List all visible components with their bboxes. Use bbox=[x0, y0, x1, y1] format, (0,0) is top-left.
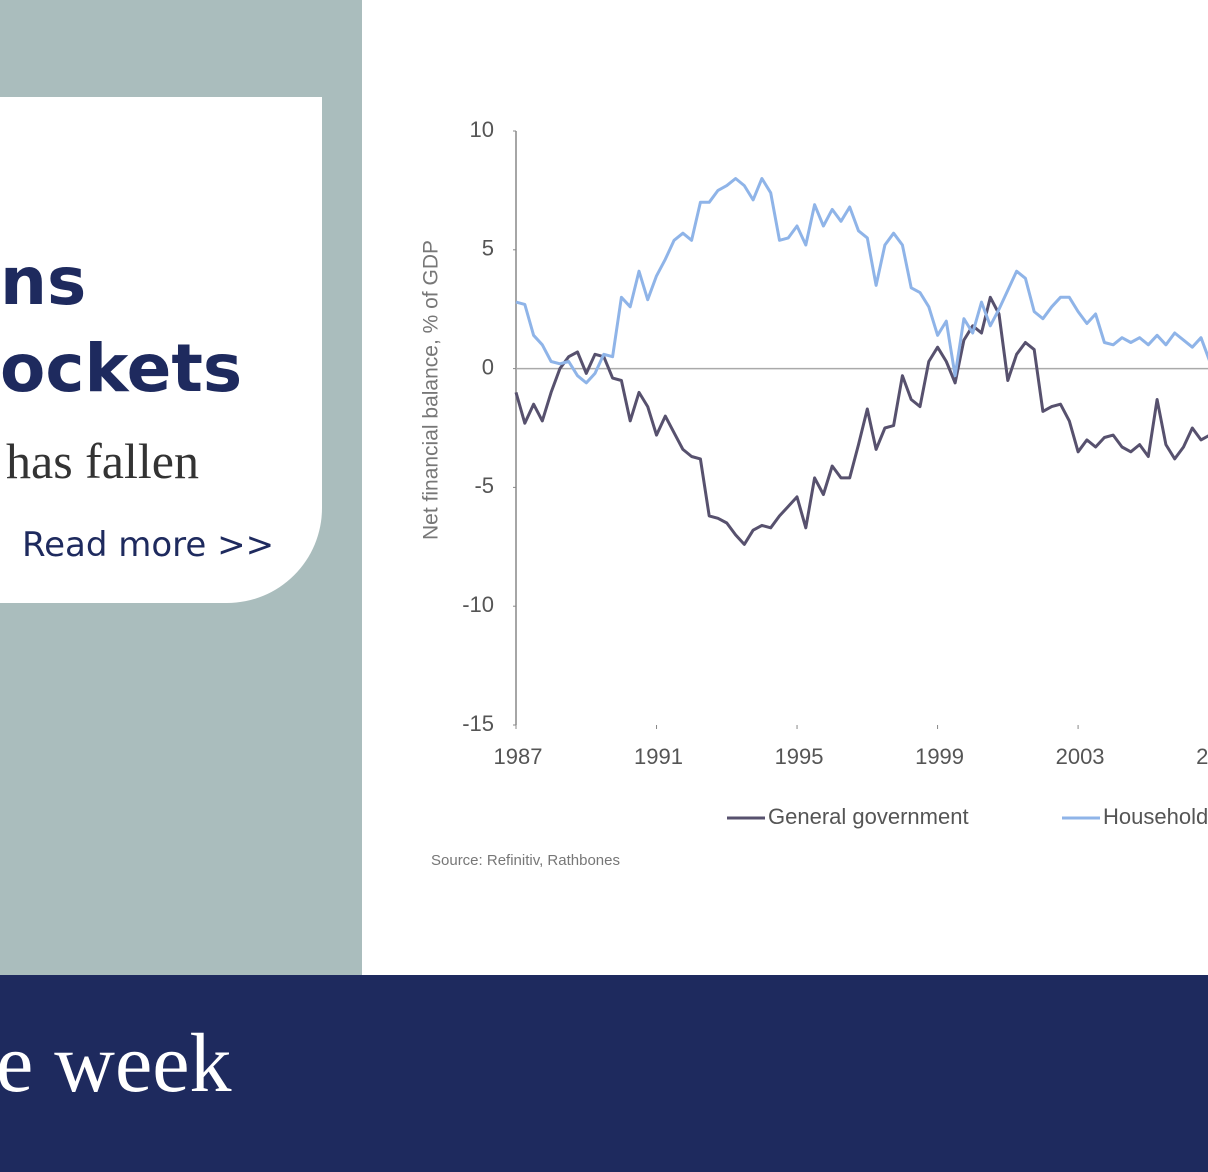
x-tick-label: 2003 bbox=[1056, 744, 1105, 769]
x-tick-label: 1999 bbox=[915, 744, 964, 769]
x-tick-label: 2007 bbox=[1196, 744, 1208, 769]
series-line bbox=[514, 295, 1208, 546]
x-tick-label: 1987 bbox=[494, 744, 543, 769]
y-axis-title: Net financial balance, % of GDP bbox=[420, 240, 443, 540]
banner-text: e week bbox=[0, 1017, 232, 1110]
y-tick-label: -15 bbox=[462, 711, 494, 736]
promo-card[interactable]: ns ockets has fallen Read more >> bbox=[0, 97, 322, 603]
legend-label: General government bbox=[768, 804, 969, 829]
legend-label: Households bbox=[1103, 804, 1208, 829]
read-more-link[interactable]: Read more >> bbox=[22, 525, 275, 565]
series-line bbox=[515, 177, 1208, 385]
y-tick-label: 0 bbox=[482, 354, 494, 379]
y-tick-label: -10 bbox=[462, 592, 494, 617]
headline: ockets bbox=[0, 330, 243, 407]
x-tick-label: 1995 bbox=[775, 744, 824, 769]
y-tick-label: 10 bbox=[470, 117, 494, 142]
banner: e week bbox=[0, 975, 1208, 1172]
y-tick-label: 5 bbox=[482, 236, 494, 261]
chart: Net financial balance, % of GDP Source: … bbox=[420, 117, 1208, 869]
x-tick-label: 1991 bbox=[634, 744, 683, 769]
subtitle: has fallen bbox=[6, 433, 199, 489]
side-panel: ns ockets has fallen Read more >> bbox=[0, 0, 362, 975]
headline: ns bbox=[0, 243, 87, 320]
y-tick-label: -5 bbox=[474, 473, 494, 498]
source: Source: Refinitiv, Rathbones bbox=[431, 852, 620, 869]
